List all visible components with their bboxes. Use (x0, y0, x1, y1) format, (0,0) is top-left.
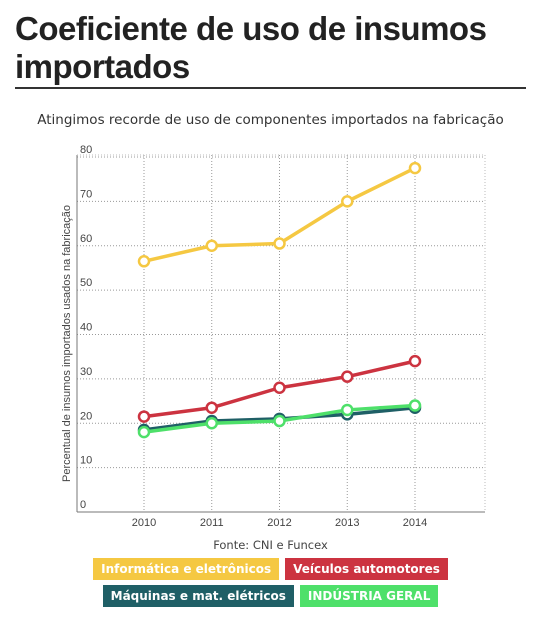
data-point (273, 381, 286, 394)
y-tick-label: 10 (80, 455, 92, 467)
data-point (137, 410, 151, 423)
y-tick-label: 80 (80, 144, 92, 156)
data-point (273, 237, 286, 250)
data-point (408, 399, 422, 412)
data-point (137, 255, 151, 268)
data-point (341, 403, 354, 417)
y-axis-label: Percentual de insumos importados usados … (61, 205, 73, 482)
y-tick-label: 50 (80, 277, 92, 289)
y-tick-label: 30 (80, 366, 92, 378)
legend-row-2: Máquinas e mat. elétricos INDÚSTRIA GERA… (0, 585, 541, 607)
legend-item-maquinas[interactable]: Máquinas e mat. elétricos (102, 585, 294, 607)
data-point (205, 239, 218, 252)
y-tick-label: 0 (80, 499, 86, 511)
data-point (205, 401, 218, 414)
x-tick-label: 2011 (200, 517, 224, 529)
data-point (408, 354, 422, 368)
chart-subtitle: Atingimos recorde de uso de componentes … (37, 112, 504, 128)
data-point (205, 417, 218, 430)
data-point (341, 195, 354, 208)
data-point (273, 414, 286, 428)
x-tick-label: 2012 (267, 517, 291, 529)
legend-row-1: Informática e eletrônicos Veículos autom… (0, 558, 541, 580)
data-point (341, 370, 354, 383)
data-point (408, 161, 422, 175)
legend-item-veiculos[interactable]: Veículos automotores (285, 558, 448, 580)
y-tick-label: 40 (80, 322, 92, 334)
x-tick-label: 2010 (132, 517, 156, 529)
x-tick-label: 2014 (403, 517, 427, 529)
x-tick-label: 2013 (335, 517, 359, 529)
chart-source: Fonte: CNI e Funcex (213, 538, 328, 552)
page-title: Coeficiente de uso de insumos importados (15, 10, 487, 85)
legend-item-informatica[interactable]: Informática e eletrônicos (93, 558, 280, 580)
chart-legend: Informática e eletrônicos Veículos autom… (0, 558, 541, 612)
legend-item-industria-geral[interactable]: INDÚSTRIA GERAL (299, 585, 439, 607)
y-tick-label: 20 (80, 410, 92, 422)
y-tick-label: 60 (80, 233, 92, 245)
y-tick-label: 70 (80, 188, 92, 200)
title-divider (15, 87, 526, 89)
data-point (137, 425, 151, 439)
